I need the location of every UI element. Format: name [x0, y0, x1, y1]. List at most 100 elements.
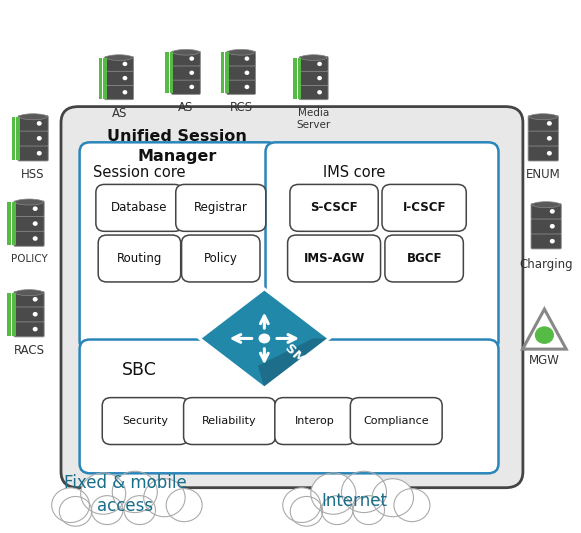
Ellipse shape [532, 201, 560, 208]
FancyBboxPatch shape [80, 142, 278, 351]
Bar [239, 511, 469, 533]
Circle shape [52, 488, 89, 522]
Circle shape [283, 488, 321, 522]
Circle shape [245, 85, 249, 89]
Bar [6, 511, 243, 533]
FancyBboxPatch shape [531, 219, 561, 234]
Text: Database: Database [111, 201, 168, 214]
FancyBboxPatch shape [528, 116, 558, 131]
FancyBboxPatch shape [175, 184, 266, 231]
Circle shape [245, 70, 249, 75]
Bar [170, 52, 173, 93]
FancyBboxPatch shape [14, 306, 44, 322]
FancyBboxPatch shape [14, 231, 44, 246]
FancyBboxPatch shape [299, 56, 328, 71]
Text: Internet: Internet [321, 492, 388, 510]
Circle shape [245, 56, 249, 61]
Ellipse shape [106, 55, 132, 60]
Bar [298, 58, 301, 99]
Circle shape [123, 76, 127, 80]
Ellipse shape [228, 50, 254, 55]
Circle shape [290, 496, 322, 526]
Bar [103, 58, 106, 99]
FancyBboxPatch shape [227, 79, 256, 94]
Text: Interop: Interop [295, 416, 335, 426]
FancyBboxPatch shape [18, 146, 48, 161]
Circle shape [311, 473, 356, 514]
Text: Policy: Policy [204, 252, 238, 265]
Circle shape [547, 136, 552, 141]
Text: POLICY: POLICY [10, 254, 48, 264]
FancyBboxPatch shape [105, 85, 134, 100]
Text: Fixed & mobile
access: Fixed & mobile access [63, 474, 187, 515]
Circle shape [37, 151, 42, 156]
FancyBboxPatch shape [171, 66, 200, 80]
Text: Routing: Routing [117, 252, 162, 265]
Text: I-CSCF: I-CSCF [403, 201, 446, 214]
FancyBboxPatch shape [184, 398, 275, 445]
Bar [12, 293, 16, 336]
FancyBboxPatch shape [382, 184, 466, 231]
Bar [99, 58, 102, 99]
Bar [8, 293, 11, 336]
FancyBboxPatch shape [98, 235, 181, 282]
Text: Media
Server: Media Server [297, 108, 331, 130]
Circle shape [547, 151, 552, 156]
Ellipse shape [15, 199, 43, 205]
Circle shape [144, 479, 185, 516]
Text: Charging: Charging [519, 258, 573, 271]
Text: HSS: HSS [21, 168, 45, 181]
FancyBboxPatch shape [266, 142, 498, 351]
Text: AS: AS [112, 107, 127, 119]
FancyBboxPatch shape [105, 71, 134, 85]
FancyBboxPatch shape [80, 340, 498, 473]
FancyBboxPatch shape [96, 184, 183, 231]
Circle shape [124, 496, 156, 524]
FancyBboxPatch shape [385, 235, 464, 282]
FancyBboxPatch shape [181, 235, 260, 282]
Circle shape [112, 471, 157, 513]
Text: Registrar: Registrar [194, 201, 248, 214]
Circle shape [317, 76, 322, 80]
FancyBboxPatch shape [14, 321, 44, 337]
Text: BGCF: BGCF [406, 252, 442, 265]
Circle shape [37, 121, 42, 126]
Circle shape [372, 479, 414, 516]
Text: ENUM: ENUM [526, 168, 561, 181]
FancyBboxPatch shape [531, 204, 561, 219]
FancyBboxPatch shape [14, 292, 44, 307]
Circle shape [189, 56, 194, 61]
Circle shape [166, 489, 202, 522]
Text: Reliability: Reliability [202, 416, 257, 426]
Ellipse shape [19, 114, 47, 120]
Bar [12, 202, 16, 245]
FancyBboxPatch shape [61, 107, 523, 488]
Circle shape [321, 496, 353, 524]
Circle shape [550, 224, 555, 229]
FancyBboxPatch shape [14, 216, 44, 231]
FancyBboxPatch shape [528, 146, 558, 161]
Circle shape [189, 70, 194, 75]
FancyBboxPatch shape [18, 116, 48, 131]
Circle shape [189, 85, 194, 89]
Circle shape [547, 121, 552, 126]
FancyBboxPatch shape [531, 233, 561, 249]
Circle shape [123, 62, 127, 66]
Bar [8, 202, 11, 245]
Bar [12, 117, 15, 160]
FancyBboxPatch shape [290, 184, 378, 231]
FancyBboxPatch shape [171, 51, 200, 66]
FancyBboxPatch shape [102, 398, 188, 445]
Circle shape [317, 90, 322, 94]
Text: IMS core: IMS core [323, 165, 386, 180]
Circle shape [33, 297, 38, 302]
Circle shape [59, 496, 92, 526]
Bar [16, 117, 20, 160]
FancyBboxPatch shape [227, 66, 256, 80]
FancyBboxPatch shape [350, 398, 442, 445]
FancyBboxPatch shape [299, 71, 328, 85]
Ellipse shape [15, 289, 43, 296]
FancyBboxPatch shape [275, 398, 355, 445]
Text: RCS: RCS [229, 101, 253, 114]
Circle shape [33, 236, 38, 241]
